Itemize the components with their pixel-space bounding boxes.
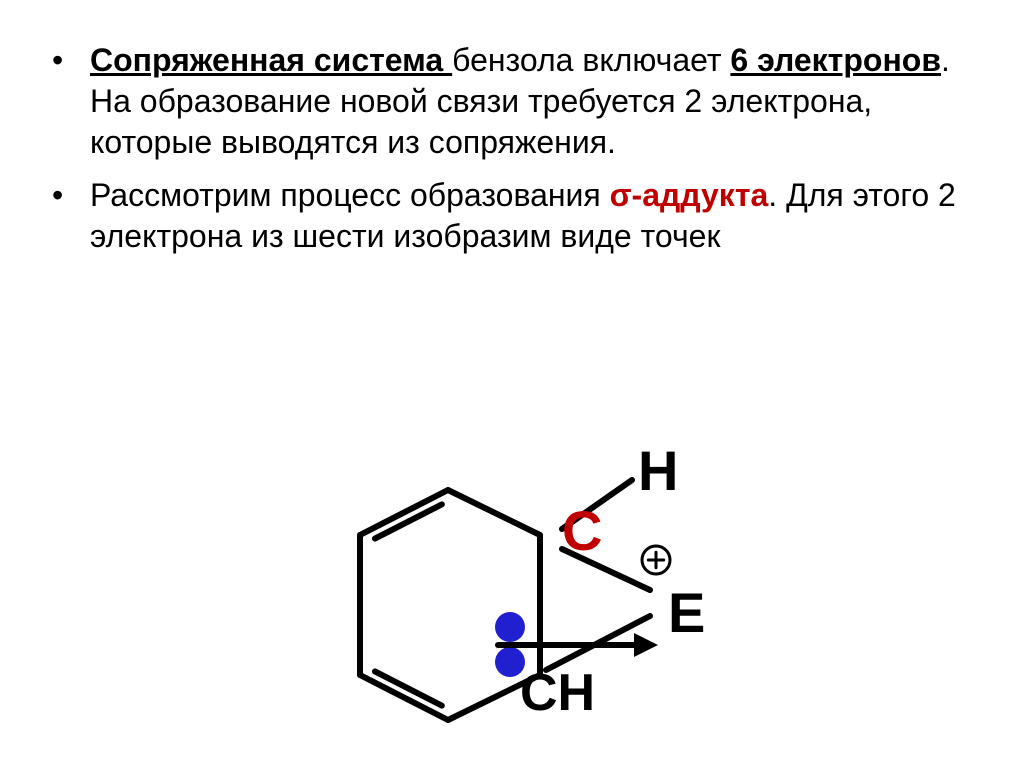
text: Рассмотрим процесс образования: [90, 177, 610, 213]
underline-text: Сопряженная система: [90, 42, 452, 78]
sigma-adduct-text: σ-аддукта: [610, 177, 769, 213]
svg-text:C: C: [562, 499, 602, 562]
svg-text:H: H: [638, 439, 678, 502]
underline-text: 6 электронов: [730, 42, 941, 78]
svg-text:E: E: [668, 581, 705, 644]
bullet-list: Сопряженная система бензола включает 6 э…: [90, 40, 964, 257]
svg-text:CH: CH: [520, 664, 595, 722]
text: бензола включает: [452, 42, 730, 78]
slide: Сопряженная система бензола включает 6 э…: [0, 0, 1024, 768]
atom-labels: CH E CH: [520, 439, 705, 722]
hexagon-ring: [360, 490, 540, 720]
benzene-sigma-adduct-diagram: CH E CH: [320, 430, 820, 750]
bullet-2: Рассмотрим процесс образования σ-аддукта…: [90, 175, 964, 257]
bullet-1: Сопряженная система бензола включает 6 э…: [90, 40, 964, 163]
positive-charge-icon: [642, 546, 670, 574]
